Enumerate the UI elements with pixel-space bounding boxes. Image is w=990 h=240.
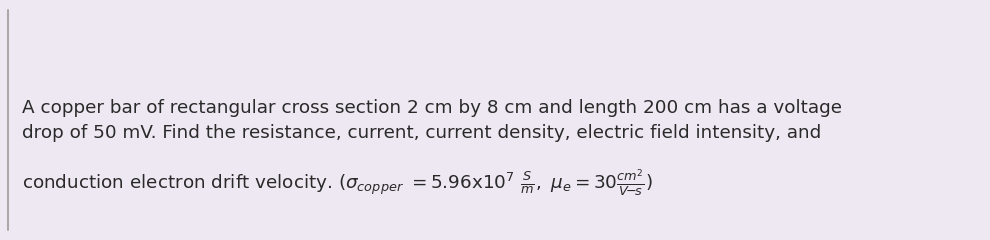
Text: drop of 50 mV. Find the resistance, current, current density, electric field int: drop of 50 mV. Find the resistance, curr… [22,124,821,142]
Text: conduction electron drift velocity. ($\sigma_{\mathit{copper}}$ $= 5.96\mathrm{x: conduction electron drift velocity. ($\s… [22,167,652,199]
Text: A copper bar of rectangular cross section 2 cm by 8 cm and length 200 cm has a v: A copper bar of rectangular cross sectio… [22,99,841,117]
